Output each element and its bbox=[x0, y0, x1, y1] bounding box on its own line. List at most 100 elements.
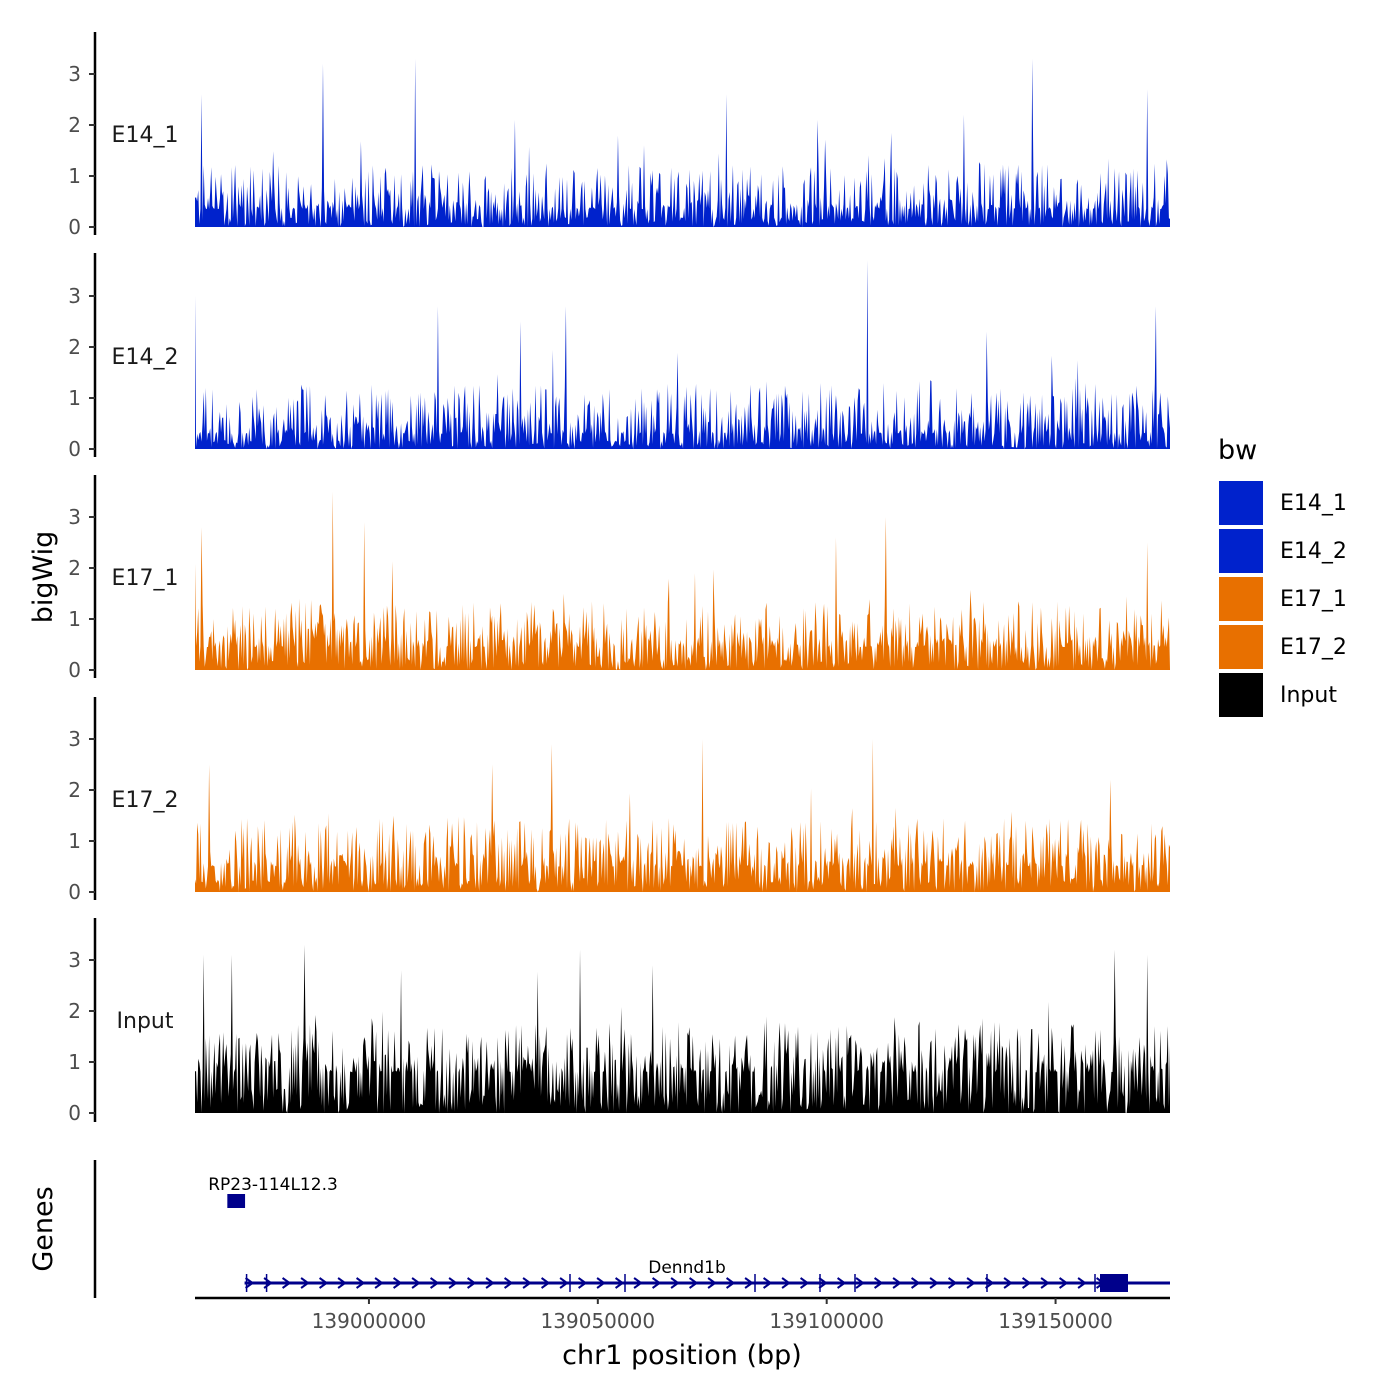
strand-arrow bbox=[1077, 1277, 1087, 1289]
strand-arrow bbox=[300, 1277, 310, 1289]
strand-arrow bbox=[577, 1277, 588, 1289]
strand-arrow bbox=[892, 1277, 902, 1289]
track-E17_1: 0 1 2 3 E17_1 bbox=[68, 475, 1170, 682]
y-tick-label: 3 bbox=[68, 948, 81, 972]
y-axis-title: bigWig bbox=[28, 531, 59, 624]
legend-swatch bbox=[1219, 577, 1263, 621]
x-tick-label: 139150000 bbox=[998, 1309, 1113, 1333]
legend-label: E17_1 bbox=[1280, 587, 1347, 612]
strand-arrow bbox=[725, 1277, 736, 1289]
strand-arrow bbox=[947, 1277, 958, 1289]
y-tick-label: 1 bbox=[68, 164, 81, 188]
strand-arrow bbox=[1040, 1277, 1050, 1289]
track-label: E17_2 bbox=[112, 788, 179, 813]
track-label: E14_1 bbox=[112, 123, 179, 148]
track-E17_2: 0 1 2 3 E17_2 bbox=[68, 697, 1170, 904]
strand-arrow bbox=[836, 1277, 847, 1289]
y-tick-label: 2 bbox=[68, 335, 81, 359]
signal-area-E17_1 bbox=[195, 491, 1170, 670]
legend-swatch bbox=[1219, 673, 1263, 717]
strand-arrow bbox=[596, 1277, 606, 1289]
strand-arrow bbox=[337, 1277, 347, 1289]
strand-arrow bbox=[281, 1277, 292, 1289]
strand-arrow bbox=[559, 1277, 569, 1289]
track-E14_1: 0 1 2 3 E14_1 bbox=[68, 32, 1170, 239]
strand-arrow bbox=[1058, 1277, 1069, 1289]
strand-arrow bbox=[485, 1277, 495, 1289]
y-tick-label: 0 bbox=[68, 215, 81, 239]
strand-arrow bbox=[1003, 1277, 1013, 1289]
y-tick-label: 1 bbox=[68, 607, 81, 631]
strand-arrow bbox=[910, 1277, 921, 1289]
strand-arrow bbox=[540, 1277, 551, 1289]
genes-layer: RP23-114L12.3 Dennd1b bbox=[93, 1160, 1170, 1298]
strand-arrow bbox=[929, 1277, 939, 1289]
signal-area-E17_2 bbox=[195, 739, 1170, 892]
y-tick-label: 0 bbox=[68, 658, 81, 682]
y-tick-label: 2 bbox=[68, 113, 81, 137]
strand-arrow bbox=[707, 1277, 717, 1289]
x-axis-title: chr1 position (bp) bbox=[562, 1340, 802, 1371]
x-tick-label: 139100000 bbox=[769, 1309, 884, 1333]
legend-label: E17_2 bbox=[1280, 635, 1347, 660]
y-tick-label: 3 bbox=[68, 505, 81, 529]
strand-arrow bbox=[448, 1277, 458, 1289]
strand-arrow bbox=[1021, 1277, 1032, 1289]
strand-arrow bbox=[411, 1277, 421, 1289]
strand-arrow bbox=[614, 1277, 625, 1289]
y-tick-label: 1 bbox=[68, 829, 81, 853]
track-label: Input bbox=[117, 1009, 174, 1034]
x-axis: 139000000 139050000 139100000 139150000 bbox=[195, 1296, 1170, 1333]
strand-arrow bbox=[873, 1277, 884, 1289]
strand-arrow bbox=[781, 1277, 791, 1289]
strand-arrow bbox=[522, 1277, 532, 1289]
strand-arrow bbox=[429, 1277, 440, 1289]
gene-name-label: Dennd1b bbox=[648, 1258, 726, 1278]
y-tick-label: 2 bbox=[68, 778, 81, 802]
track-E14_2: 0 1 2 3 E14_2 bbox=[68, 253, 1170, 461]
strand-arrow bbox=[670, 1277, 680, 1289]
y-tick-label: 2 bbox=[68, 556, 81, 580]
y-tick-label: 0 bbox=[68, 437, 81, 461]
legend-title: bw bbox=[1218, 435, 1257, 466]
track-label: E14_2 bbox=[112, 345, 179, 370]
strand-arrow bbox=[374, 1277, 384, 1289]
genes-axis-title: Genes bbox=[28, 1186, 59, 1271]
strand-arrow bbox=[818, 1277, 828, 1289]
signal-area-E14_1 bbox=[195, 58, 1170, 228]
y-tick-label: 3 bbox=[68, 727, 81, 751]
strand-arrow bbox=[744, 1277, 754, 1289]
track-label: E17_1 bbox=[112, 566, 179, 591]
strand-arrow bbox=[651, 1277, 662, 1289]
signal-area-E14_2 bbox=[195, 260, 1170, 449]
gene-exon-block bbox=[1100, 1274, 1128, 1292]
x-tick-label: 139000000 bbox=[312, 1309, 427, 1333]
strand-arrow bbox=[799, 1277, 810, 1289]
strand-arrow bbox=[966, 1277, 976, 1289]
legend: bw E14_1 E14_2 E17_1 E17_2 Input bbox=[1218, 435, 1347, 717]
gene-name-label: RP23-114L12.3 bbox=[208, 1175, 338, 1195]
strand-arrow bbox=[466, 1277, 477, 1289]
strand-arrow bbox=[688, 1277, 699, 1289]
strand-arrow bbox=[244, 1277, 255, 1289]
strand-arrow bbox=[984, 1277, 995, 1289]
y-tick-label: 1 bbox=[68, 1050, 81, 1074]
strand-arrow bbox=[762, 1277, 773, 1289]
y-tick-label: 1 bbox=[68, 386, 81, 410]
gene-Dennd1b: Dennd1b bbox=[244, 1258, 1170, 1292]
tracks-layer: 0 1 2 3 E14_1 0 1 2 3 E14_2 0 1 2 3 E17_1 0 1 2 3 E17_2 0 1 2 3… bbox=[68, 32, 1170, 1125]
track-Input: 0 1 2 3 Input bbox=[68, 918, 1170, 1125]
signal-area-Input bbox=[195, 944, 1170, 1113]
gene-exon bbox=[227, 1194, 246, 1208]
legend-label: Input bbox=[1280, 683, 1337, 708]
strand-arrow bbox=[633, 1277, 643, 1289]
legend-swatch bbox=[1219, 481, 1263, 525]
y-tick-label: 2 bbox=[68, 999, 81, 1023]
y-tick-label: 3 bbox=[68, 284, 81, 308]
y-tick-label: 0 bbox=[68, 1101, 81, 1125]
gene-RP23-114L12.3: RP23-114L12.3 bbox=[208, 1175, 338, 1208]
strand-arrow bbox=[503, 1277, 514, 1289]
strand-arrow bbox=[318, 1277, 329, 1289]
x-tick-label: 139050000 bbox=[541, 1309, 656, 1333]
